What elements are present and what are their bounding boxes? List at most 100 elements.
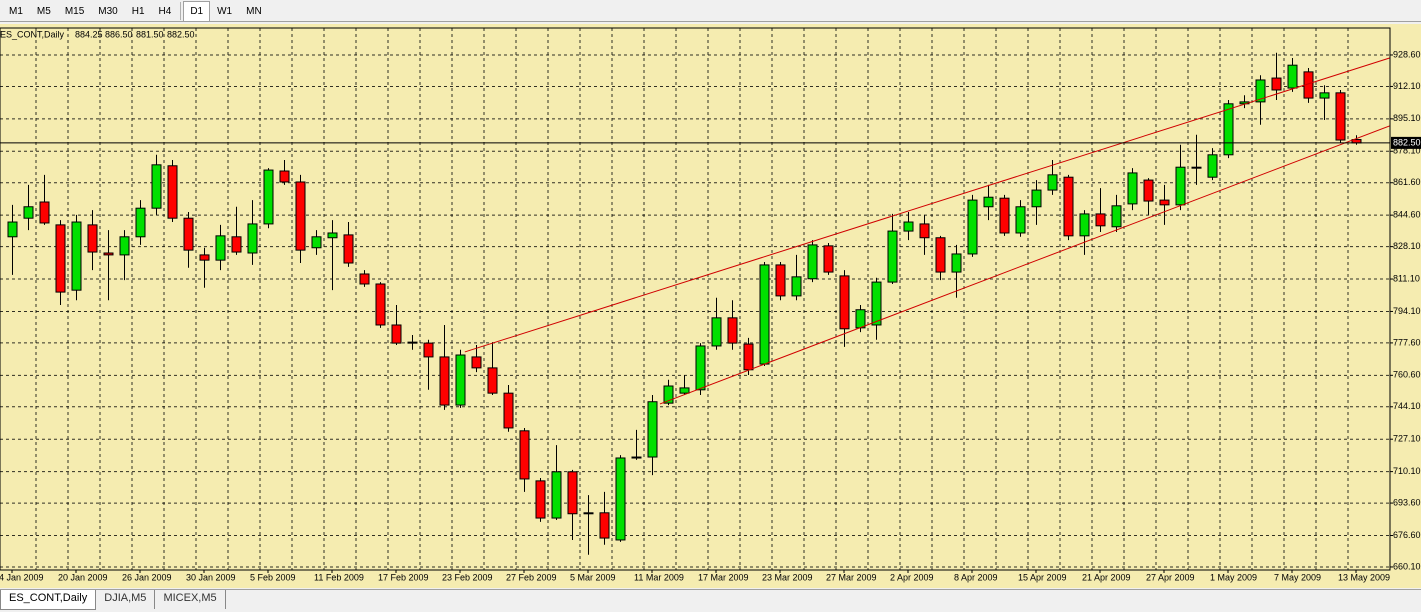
candle-body bbox=[583, 512, 594, 515]
plot-frame bbox=[0, 27, 1391, 571]
candle-body bbox=[311, 236, 322, 249]
timeframe-button[interactable]: D1 bbox=[183, 1, 211, 22]
candle-body bbox=[663, 385, 674, 404]
axes: 928.60 912.10 895.10 878.10 861.60 844.60 828.… bbox=[0, 49, 1421, 582]
candle-body bbox=[1191, 166, 1202, 169]
candle-body bbox=[87, 224, 98, 253]
candle-body bbox=[327, 232, 338, 239]
x-tick-label: 7 May 2009 bbox=[1274, 572, 1321, 582]
grid bbox=[0, 28, 1390, 570]
candle-body bbox=[167, 165, 178, 219]
y-tick-label: 861.60 bbox=[1393, 177, 1421, 187]
candle-body bbox=[375, 283, 386, 326]
current-price-box bbox=[1391, 136, 1421, 149]
x-tick-label: 23 Mar 2009 bbox=[762, 572, 813, 582]
candle-body bbox=[1127, 172, 1138, 205]
plot bbox=[0, 52, 1390, 555]
timeframe-button[interactable]: M5 bbox=[36, 6, 51, 17]
y-tick-label: 928.60 bbox=[1393, 49, 1421, 59]
chart: 928.60 912.10 895.10 878.10 861.60 844.60 828.… bbox=[0, 24, 1421, 588]
candle-body bbox=[1063, 176, 1074, 237]
timeframe-button[interactable]: M1 bbox=[9, 6, 23, 17]
candle-body bbox=[1271, 77, 1282, 91]
candle-body bbox=[967, 199, 978, 255]
candle-body bbox=[743, 343, 754, 371]
timeframe-button[interactable]: M15 bbox=[64, 6, 85, 17]
candle-body bbox=[695, 345, 706, 391]
y-tick-label: 912.10 bbox=[1393, 81, 1421, 91]
candle-body bbox=[151, 164, 162, 209]
candle-body bbox=[183, 217, 194, 251]
candle-body bbox=[887, 230, 898, 283]
trendline bbox=[464, 57, 1390, 353]
trendline bbox=[659, 125, 1390, 405]
y-tick-label: 794.10 bbox=[1393, 306, 1421, 316]
candle-body bbox=[39, 201, 50, 224]
timeframe-button[interactable]: H4 bbox=[158, 6, 172, 17]
candle-body bbox=[487, 367, 498, 394]
x-tick-label: 1 May 2009 bbox=[1210, 572, 1257, 582]
candle-body bbox=[839, 275, 850, 330]
x-tick-label: 11 Feb 2009 bbox=[314, 572, 364, 582]
candle-body bbox=[1111, 205, 1122, 228]
candle-body bbox=[775, 264, 786, 297]
candle-body bbox=[1079, 213, 1090, 237]
y-tick-label: 676.60 bbox=[1393, 530, 1421, 540]
timeframe-button[interactable]: MN bbox=[246, 6, 262, 17]
candle-body bbox=[807, 244, 818, 280]
candle-body bbox=[1159, 199, 1170, 206]
chart-tab[interactable]: DJIA,M5 bbox=[96, 590, 156, 609]
x-tick-label: 23 Feb 2009 bbox=[442, 572, 493, 582]
candle-body bbox=[999, 197, 1010, 234]
candle-body bbox=[23, 206, 34, 219]
x-tick-label: 17 Feb 2009 bbox=[378, 572, 429, 582]
chart-tabs: ES_CONT,Daily DJIA,M5 MICEX,M5 bbox=[0, 589, 1421, 612]
candle-body bbox=[55, 224, 66, 293]
ohlc-label: 882.50 bbox=[167, 29, 195, 39]
chart-tab[interactable]: ES_CONT,Daily bbox=[0, 590, 97, 610]
candle-body bbox=[199, 254, 210, 261]
timeframe-button[interactable]: W1 bbox=[217, 6, 233, 17]
x-tick-label: 15 Apr 2009 bbox=[1018, 572, 1067, 582]
candle-body bbox=[119, 236, 130, 256]
candle-body bbox=[263, 169, 274, 225]
y-tick-label: 710.10 bbox=[1393, 466, 1421, 476]
timeframe-button[interactable]: H1 bbox=[131, 6, 145, 17]
current-price-label: 882.50 bbox=[1393, 137, 1421, 147]
timeframe-button[interactable]: M30 bbox=[98, 6, 118, 17]
candle-body bbox=[935, 237, 946, 273]
separator bbox=[180, 2, 182, 20]
candle-body bbox=[71, 221, 82, 291]
candle-body bbox=[647, 401, 658, 458]
y-tick-label: 660.10 bbox=[1393, 561, 1421, 571]
candle-body bbox=[1287, 64, 1298, 89]
y-tick-label: 878.10 bbox=[1393, 146, 1421, 156]
candle-body bbox=[1031, 189, 1042, 208]
x-tick-label: 26 Jan 2009 bbox=[122, 572, 172, 582]
candle-body bbox=[871, 281, 882, 326]
x-tick-label: 17 Mar 2009 bbox=[698, 572, 749, 582]
candle-body bbox=[759, 264, 770, 365]
x-tick-label: 5 Mar 2009 bbox=[570, 572, 616, 582]
ohlc-label: 884.25 bbox=[75, 29, 103, 39]
candle-body bbox=[391, 324, 402, 344]
candle-body bbox=[1175, 166, 1186, 206]
candle-body bbox=[1223, 103, 1234, 156]
y-tick-label: 811.10 bbox=[1393, 273, 1420, 283]
x-tick-label: 14 Jan 2009 bbox=[0, 572, 44, 582]
candle-body bbox=[951, 253, 962, 273]
chart-background bbox=[0, 24, 1421, 588]
candle-body bbox=[359, 273, 370, 285]
x-tick-label: 20 Jan 2009 bbox=[58, 572, 108, 582]
chart-tab[interactable]: MICEX,M5 bbox=[155, 590, 226, 609]
candle-body bbox=[1255, 79, 1266, 103]
candle-body bbox=[135, 207, 146, 238]
candle-body bbox=[519, 430, 530, 480]
x-tick-label: 21 Apr 2009 bbox=[1082, 572, 1131, 582]
y-tick-label: 828.10 bbox=[1393, 241, 1421, 251]
candle-body bbox=[295, 181, 306, 251]
y-tick-label: 744.10 bbox=[1393, 401, 1421, 411]
candle-body bbox=[407, 341, 418, 344]
candle-body bbox=[599, 512, 610, 539]
